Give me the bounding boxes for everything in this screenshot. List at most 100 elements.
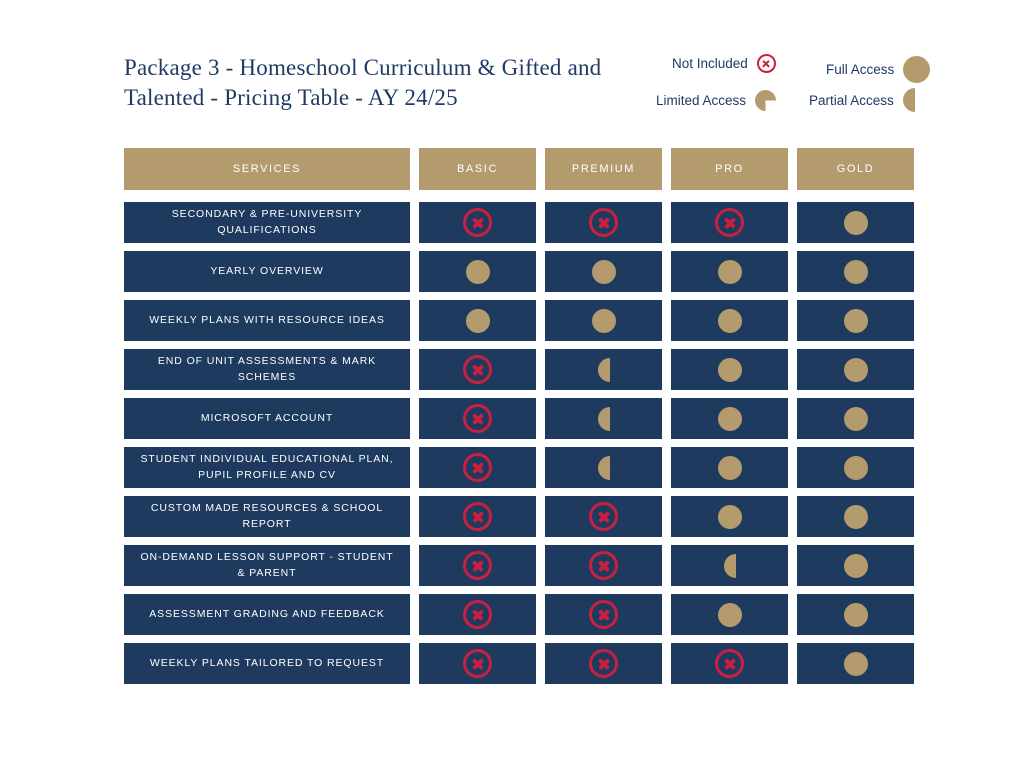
- not-included-icon: [589, 502, 618, 531]
- service-label: ON-DEMAND LESSON SUPPORT - STUDENT & PAR…: [124, 545, 410, 586]
- access-cell: [797, 545, 914, 586]
- not-included-icon: [463, 355, 492, 384]
- access-cell: [419, 643, 536, 684]
- access-cell: [797, 594, 914, 635]
- not-included-icon: [589, 600, 618, 629]
- partial-access-icon: [902, 88, 915, 112]
- not-included-icon: [463, 453, 492, 482]
- full-access-icon: [717, 308, 742, 333]
- access-cell: [797, 496, 914, 537]
- full-access-icon: [903, 56, 931, 83]
- full-access-icon: [717, 455, 742, 480]
- full-access-icon: [843, 651, 868, 676]
- column-header-premium: PREMIUM: [545, 148, 662, 190]
- not-included-icon: [463, 404, 492, 433]
- not-included-icon: [715, 649, 744, 678]
- access-cell: [671, 398, 788, 439]
- not-included-icon: [463, 502, 492, 531]
- table-row: WEEKLY PLANS WITH RESOURCE IDEAS: [124, 300, 914, 341]
- not-included-icon: [463, 551, 492, 580]
- access-cell: [419, 447, 536, 488]
- full-access-icon: [843, 259, 868, 284]
- full-access-icon: [843, 308, 868, 333]
- access-cell: [797, 300, 914, 341]
- access-cell: [545, 300, 662, 341]
- service-label: WEEKLY PLANS WITH RESOURCE IDEAS: [124, 300, 410, 341]
- full-access-icon: [717, 259, 742, 284]
- column-header-pro: PRO: [671, 148, 788, 190]
- service-label: MICROSOFT ACCOUNT: [124, 398, 410, 439]
- full-access-icon: [717, 357, 742, 382]
- service-label: END OF UNIT ASSESSMENTS & MARK SCHEMES: [124, 349, 410, 390]
- full-access-icon: [465, 259, 490, 284]
- column-header-gold: GOLD: [797, 148, 914, 190]
- access-cell: [419, 202, 536, 243]
- full-access-icon: [843, 210, 868, 235]
- legend-partial-access-label: Partial Access: [809, 92, 894, 108]
- full-access-icon: [843, 553, 868, 578]
- not-included-icon: [589, 551, 618, 580]
- access-cell: [671, 251, 788, 292]
- table-row: YEARLY OVERVIEW: [124, 251, 914, 292]
- partial-access-icon: [597, 455, 610, 480]
- legend-full-access-label: Full Access: [826, 62, 895, 77]
- full-access-icon: [717, 406, 742, 431]
- access-cell: [797, 643, 914, 684]
- legend-not-included: Not Included: [672, 54, 776, 73]
- access-cell: [545, 643, 662, 684]
- table-row: WEEKLY PLANS TAILORED TO REQUEST: [124, 643, 914, 684]
- partial-access-icon: [597, 357, 610, 382]
- access-cell: [419, 300, 536, 341]
- not-included-icon: [463, 600, 492, 629]
- access-cell: [545, 349, 662, 390]
- not-included-icon: [715, 208, 744, 237]
- full-access-icon: [465, 308, 490, 333]
- full-access-icon: [843, 504, 868, 529]
- partial-access-icon: [723, 553, 736, 578]
- access-cell: [797, 349, 914, 390]
- access-cell: [671, 643, 788, 684]
- service-label: STUDENT INDIVIDUAL EDUCATIONAL PLAN, PUP…: [124, 447, 410, 488]
- access-cell: [419, 251, 536, 292]
- legend-not-included-label: Not Included: [672, 56, 748, 71]
- full-access-icon: [843, 455, 868, 480]
- access-cell: [419, 496, 536, 537]
- access-cell: [671, 300, 788, 341]
- service-label: CUSTOM MADE RESOURCES & SCHOOL REPORT: [124, 496, 410, 537]
- access-cell: [419, 349, 536, 390]
- full-access-icon: [591, 259, 616, 284]
- access-cell: [545, 594, 662, 635]
- table-row: STUDENT INDIVIDUAL EDUCATIONAL PLAN, PUP…: [124, 447, 914, 488]
- full-access-icon: [843, 602, 868, 627]
- full-access-icon: [717, 504, 742, 529]
- table-row: SECONDARY & PRE-UNIVERSITY QUALIFICATION…: [124, 202, 914, 243]
- full-access-icon: [843, 357, 868, 382]
- access-cell: [671, 349, 788, 390]
- access-cell: [797, 398, 914, 439]
- legend-limited-access: Limited Access: [656, 90, 777, 111]
- service-label: SECONDARY & PRE-UNIVERSITY QUALIFICATION…: [124, 202, 410, 243]
- access-cell: [797, 202, 914, 243]
- access-cell: [671, 447, 788, 488]
- access-cell: [671, 594, 788, 635]
- not-included-icon: [463, 208, 492, 237]
- access-cell: [419, 398, 536, 439]
- access-cell: [419, 594, 536, 635]
- page-title: Package 3 - Homeschool Curriculum & Gift…: [124, 55, 602, 111]
- access-cell: [671, 496, 788, 537]
- access-cell: [419, 545, 536, 586]
- table-row: ON-DEMAND LESSON SUPPORT - STUDENT & PAR…: [124, 545, 914, 586]
- table-row: CUSTOM MADE RESOURCES & SCHOOL REPORT: [124, 496, 914, 537]
- legend-full-access: Full Access: [826, 56, 931, 83]
- access-cell: [671, 545, 788, 586]
- table-row: MICROSOFT ACCOUNT: [124, 398, 914, 439]
- table-header-row: SERVICES BASIC PREMIUM PRO GOLD: [124, 148, 914, 190]
- full-access-icon: [591, 308, 616, 333]
- service-label: YEARLY OVERVIEW: [124, 251, 410, 292]
- access-cell: [671, 202, 788, 243]
- pricing-table: SERVICES BASIC PREMIUM PRO GOLD SECONDARY & P…: [124, 148, 914, 692]
- column-header-basic: BASIC: [419, 148, 536, 190]
- table-row: ASSESSMENT GRADING AND FEEDBACK: [124, 594, 914, 635]
- not-included-icon: [756, 54, 776, 73]
- access-cell: [797, 251, 914, 292]
